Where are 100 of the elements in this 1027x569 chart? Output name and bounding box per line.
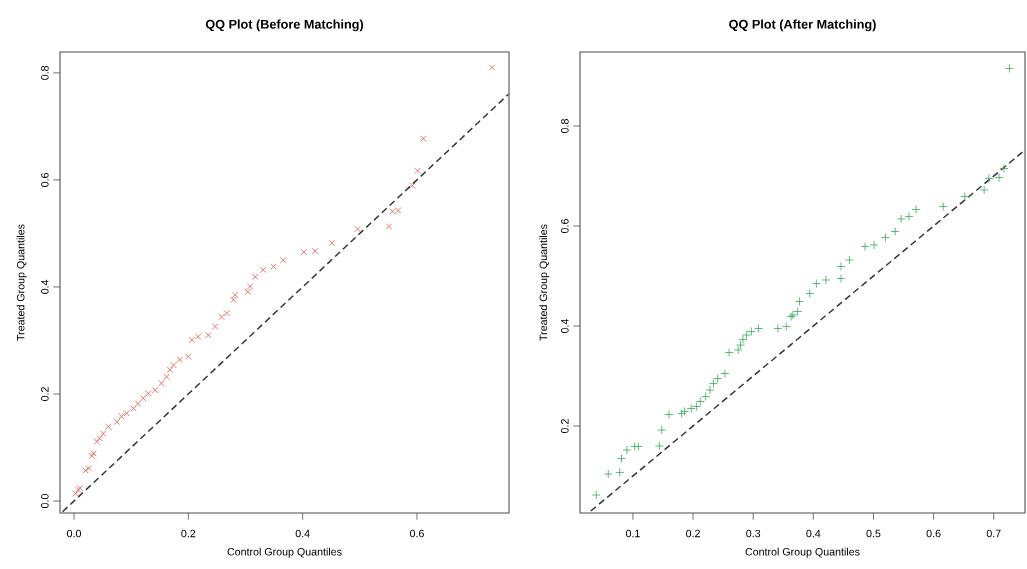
y-tick-label: 0.8 <box>41 65 49 80</box>
point <box>701 392 711 401</box>
y-axis-title: Treated Group Quantiles <box>16 224 27 341</box>
point <box>420 135 427 142</box>
point <box>223 309 230 317</box>
point <box>270 263 277 270</box>
point <box>680 407 690 416</box>
point <box>724 348 734 357</box>
point <box>211 323 219 330</box>
point <box>686 404 696 413</box>
x-tick-label: 0.0 <box>67 529 82 538</box>
point <box>709 379 718 388</box>
point <box>793 307 803 316</box>
point <box>720 369 730 378</box>
point <box>860 242 870 251</box>
x-axis-title: Control Group Quantiles <box>745 547 860 558</box>
point <box>134 400 142 407</box>
point <box>713 374 723 383</box>
point <box>960 192 970 201</box>
y-tick-label: 0.6 <box>41 172 49 187</box>
point <box>118 413 125 420</box>
point <box>176 356 183 363</box>
point <box>736 340 745 350</box>
point <box>805 289 815 298</box>
point <box>1004 64 1014 73</box>
point <box>664 410 674 419</box>
x-tick-label: 0.3 <box>746 529 761 538</box>
point <box>113 418 121 426</box>
point <box>139 395 147 402</box>
point <box>312 247 319 255</box>
point <box>738 335 748 344</box>
point <box>881 233 890 242</box>
point <box>205 331 212 339</box>
y-axis-title: Treated Group Quantiles <box>539 224 550 341</box>
point <box>488 64 496 71</box>
point <box>615 468 625 477</box>
point <box>705 385 715 395</box>
point <box>166 366 174 374</box>
point <box>231 291 239 299</box>
point <box>890 227 900 236</box>
point <box>99 430 107 437</box>
point <box>869 240 879 250</box>
y-tick-label: 0.4 <box>561 318 569 333</box>
x-tick-label: 0.2 <box>686 529 700 538</box>
point <box>742 330 751 340</box>
x-tick-label: 0.4 <box>806 529 821 538</box>
point <box>836 262 846 271</box>
point <box>911 205 921 214</box>
point <box>773 324 783 333</box>
point <box>754 324 763 333</box>
chart-title: QQ Plot (After Matching) <box>729 19 876 32</box>
y-tick-label: 0.0 <box>41 494 49 509</box>
point <box>96 435 103 442</box>
point <box>90 450 97 457</box>
point <box>170 361 177 369</box>
point <box>746 327 756 336</box>
point <box>603 469 613 479</box>
point <box>246 283 254 290</box>
point <box>385 223 393 230</box>
x-tick-label: 0.6 <box>409 529 424 538</box>
point <box>218 313 225 321</box>
y-tick-label: 0.8 <box>561 119 569 133</box>
point <box>163 373 170 381</box>
point <box>994 173 1004 182</box>
y-tick-label: 0.2 <box>561 419 569 433</box>
point <box>194 333 202 340</box>
point <box>591 490 601 500</box>
point <box>695 397 705 406</box>
point <box>781 322 791 331</box>
point <box>300 248 308 256</box>
point <box>328 239 336 247</box>
point <box>145 390 152 397</box>
point <box>999 164 1009 173</box>
point <box>811 279 821 288</box>
x-axis-title: Control Group Quantiles <box>227 547 342 558</box>
x-tick-label: 0.5 <box>866 529 881 538</box>
point <box>188 336 195 344</box>
point <box>654 441 664 451</box>
point <box>617 454 626 463</box>
point <box>657 425 667 435</box>
point <box>677 409 687 418</box>
point <box>230 296 237 304</box>
point <box>984 174 994 183</box>
x-tick-label: 0.6 <box>926 529 941 538</box>
x-tick-label: 0.4 <box>295 529 310 538</box>
point <box>845 255 854 265</box>
point <box>85 465 93 472</box>
point <box>979 185 989 195</box>
point <box>622 445 632 455</box>
point <box>692 402 702 411</box>
chart-title: QQ Plot (Before Matching) <box>205 19 364 32</box>
point <box>821 275 831 285</box>
point <box>72 490 79 497</box>
y-tick-label: 0.2 <box>41 387 49 401</box>
point <box>158 380 165 387</box>
point <box>244 288 252 295</box>
point <box>836 274 846 283</box>
point <box>354 225 361 233</box>
point <box>896 214 906 224</box>
point <box>130 405 137 412</box>
